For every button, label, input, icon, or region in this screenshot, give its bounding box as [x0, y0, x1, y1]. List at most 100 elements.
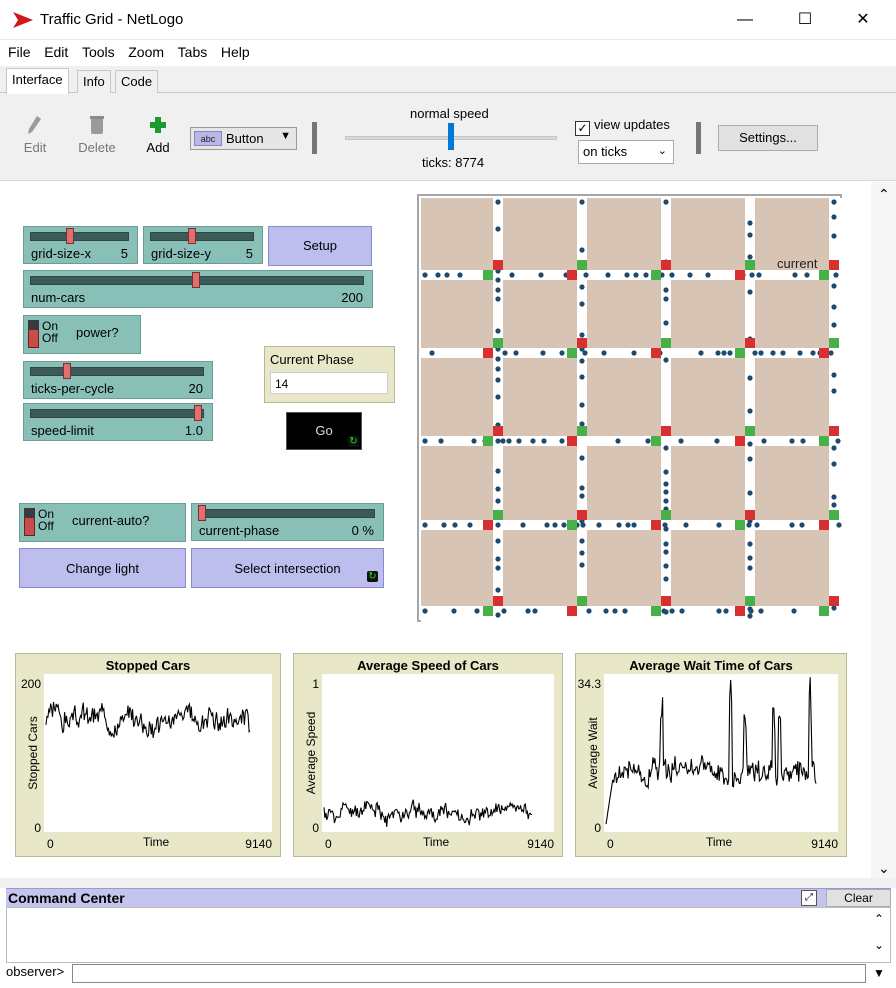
chevron-down-icon[interactable]: ▼	[868, 964, 890, 983]
scroll-up-icon[interactable]: ⌃	[878, 186, 890, 202]
car	[663, 609, 669, 615]
menu-file[interactable]: File	[8, 44, 31, 60]
car	[831, 502, 837, 508]
widget-type-dropdown[interactable]: abc Button ▼	[190, 127, 297, 150]
traffic-light	[745, 260, 755, 270]
traffic-light	[661, 596, 671, 606]
settings-button[interactable]: Settings...	[718, 125, 818, 151]
slider-value: 5	[245, 246, 253, 261]
current-phase-monitor: Current Phase 14	[264, 346, 395, 403]
switch-toggle[interactable]	[28, 320, 39, 348]
car	[495, 287, 501, 293]
edit-button[interactable]: Edit	[20, 115, 50, 155]
car	[544, 522, 550, 528]
slider-thumb[interactable]	[62, 363, 71, 379]
command-center-header: Command Center ⤢ Clear	[6, 888, 891, 907]
tab-info[interactable]: Info	[77, 70, 111, 93]
splitter[interactable]	[0, 878, 896, 888]
traffic-light	[483, 606, 493, 616]
close-button[interactable]: ✕	[856, 11, 870, 28]
menu-edit[interactable]: Edit	[44, 44, 69, 60]
observer-prompt[interactable]: observer>	[6, 964, 65, 979]
car	[633, 272, 639, 278]
slider-track[interactable]	[30, 367, 204, 376]
car	[663, 287, 669, 293]
speed-slider-thumb[interactable]	[448, 123, 454, 150]
current-intersection-label: current	[777, 256, 818, 271]
slider-track[interactable]	[30, 409, 204, 418]
clear-button[interactable]: Clear	[826, 889, 891, 907]
ticks-per-cycle-slider[interactable]: ticks-per-cycle 20	[23, 361, 213, 399]
slider-thumb[interactable]	[194, 405, 202, 421]
slider-track[interactable]	[150, 232, 254, 241]
car	[520, 522, 526, 528]
car	[804, 272, 810, 278]
slider-label: num-cars	[31, 290, 86, 305]
car	[422, 272, 428, 278]
traffic-light	[651, 436, 661, 446]
car	[663, 576, 669, 582]
car	[495, 377, 501, 383]
grid-size-y-slider[interactable]: grid-size-y 5	[143, 226, 263, 264]
car	[429, 350, 435, 356]
command-input[interactable]	[72, 964, 866, 983]
select-intersection-button[interactable]: Select intersection	[191, 548, 384, 588]
speed-limit-slider[interactable]: speed-limit 1.0	[23, 403, 213, 441]
setup-button[interactable]: Setup	[268, 226, 372, 266]
power-switch[interactable]: On Off power?	[23, 315, 141, 354]
car	[831, 199, 837, 205]
speed-label: normal speed	[410, 106, 489, 121]
slider-thumb[interactable]	[187, 228, 196, 244]
slider-thumb[interactable]	[192, 272, 200, 288]
vertical-scrollbar[interactable]: ⌃ ⌄	[871, 182, 896, 878]
world-canvas[interactable]: current	[421, 198, 842, 622]
traffic-light	[745, 338, 755, 348]
car	[495, 612, 501, 618]
traffic-light	[661, 260, 671, 270]
slider-track[interactable]	[198, 509, 375, 518]
traffic-light	[829, 426, 839, 436]
menu-tools[interactable]: Tools	[81, 44, 115, 60]
slider-thumb[interactable]	[198, 505, 206, 521]
checkmark-icon: ✓	[575, 121, 590, 136]
menu-bar: File Edit Tools Zoom Tabs Help	[0, 40, 896, 66]
menu-help[interactable]: Help	[220, 44, 250, 60]
city-block	[671, 198, 745, 270]
view-updates-checkbox[interactable]: ✓ view updates	[575, 117, 670, 136]
traffic-light	[493, 260, 503, 270]
tab-code[interactable]: Code	[115, 70, 159, 93]
plot-canvas: 1 00 9140 Time Average Speed	[304, 674, 554, 851]
command-output[interactable]: ⌃ ⌄	[6, 907, 891, 963]
tab-interface[interactable]: Interface	[6, 68, 69, 94]
car	[727, 350, 733, 356]
delete-button[interactable]: Delete	[75, 115, 119, 155]
grid-size-x-slider[interactable]: grid-size-x 5	[23, 226, 138, 264]
car	[422, 438, 428, 444]
car	[831, 304, 837, 310]
switch-toggle[interactable]	[24, 508, 35, 536]
slider-thumb[interactable]	[65, 228, 74, 244]
change-light-button[interactable]: Change light	[19, 548, 186, 588]
minimize-button[interactable]: —	[737, 11, 753, 28]
update-mode-select[interactable]: on ticks ⌄	[578, 140, 674, 164]
slider-track[interactable]	[30, 232, 129, 241]
world-view[interactable]: current	[417, 194, 842, 622]
scroll-down-icon[interactable]: ⌄	[873, 938, 884, 952]
slider-value: 5	[120, 246, 128, 261]
traffic-light	[577, 260, 587, 270]
current-auto-switch[interactable]: On Off current-auto?	[19, 503, 186, 542]
current-phase-slider[interactable]: current-phase 0 %	[191, 503, 384, 541]
add-button[interactable]: Add	[143, 115, 173, 155]
menu-tabs[interactable]: Tabs	[177, 44, 208, 60]
car	[714, 438, 720, 444]
traffic-light	[651, 270, 661, 280]
expand-icon[interactable]: ⤢	[801, 890, 817, 906]
menu-zoom[interactable]: Zoom	[128, 44, 165, 60]
num-cars-slider[interactable]: num-cars 200	[23, 270, 373, 308]
scroll-down-icon[interactable]: ⌄	[878, 860, 890, 876]
scroll-up-icon[interactable]: ⌃	[873, 912, 884, 926]
update-mode-value: on ticks	[583, 144, 628, 159]
maximize-button[interactable]: ☐	[797, 11, 813, 28]
car	[506, 438, 512, 444]
traffic-light	[819, 606, 829, 616]
